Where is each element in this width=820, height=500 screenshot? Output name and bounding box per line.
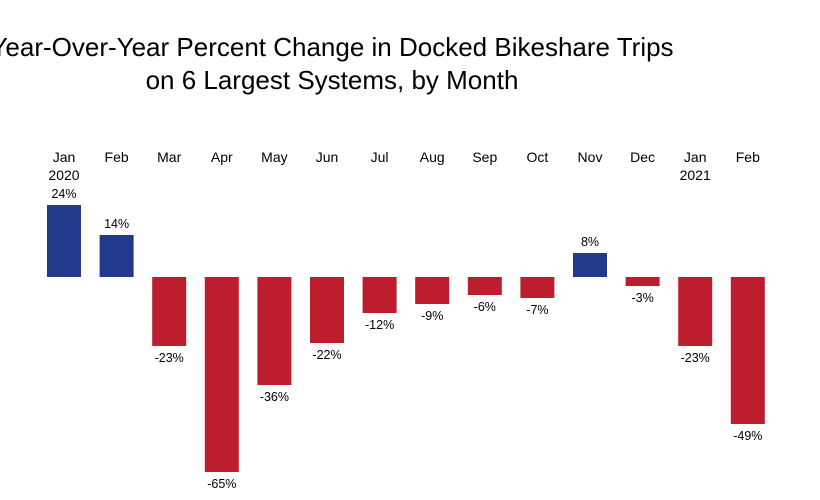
value-label: -23%: [155, 351, 184, 365]
value-label: 24%: [51, 187, 76, 201]
value-label: -23%: [681, 351, 710, 365]
value-label: 8%: [581, 235, 599, 249]
category-label: Feb: [736, 149, 760, 165]
chart-title: Year-Over-Year Percent Change in Docked …: [0, 32, 674, 95]
value-label: -3%: [631, 291, 653, 305]
value-label: -22%: [312, 348, 341, 362]
category-label: Sep: [472, 149, 497, 165]
category-label: Jan: [684, 149, 707, 165]
bar: [310, 277, 344, 343]
bar: [47, 205, 81, 277]
category-label: 2020: [48, 167, 79, 183]
value-labels: 24% 14% -23% -65% -36% -22% -12% -9% -6% -7% 8% -3%…: [51, 187, 762, 491]
category-label: May: [261, 149, 287, 165]
value-label: -9%: [421, 309, 443, 323]
category-label: 2021: [680, 167, 711, 183]
value-label: -65%: [207, 477, 236, 491]
bar: [573, 253, 607, 277]
value-label: -49%: [733, 429, 762, 443]
category-label: Feb: [105, 149, 129, 165]
bar: [520, 277, 555, 298]
chart-title-line-1: Year-Over-Year Percent Change in Docked …: [0, 32, 674, 62]
value-label: 14%: [104, 217, 129, 231]
bar: [362, 277, 397, 313]
value-label: -12%: [365, 318, 394, 332]
category-label: Apr: [211, 149, 233, 165]
category-label: Mar: [157, 149, 181, 165]
category-label: Dec: [630, 149, 655, 165]
category-labels: Jan 2020 Feb Mar Apr May Jun Jul Aug Sep Oct Nov Dec…: [48, 149, 760, 183]
value-label: -7%: [526, 303, 548, 317]
bar: [415, 277, 450, 304]
bar: [204, 277, 239, 472]
category-label: Oct: [527, 149, 549, 165]
bar: [678, 277, 713, 346]
bar: [730, 277, 765, 424]
chart-title-line-2: on 6 Largest Systems, by Month: [146, 65, 519, 95]
category-label: Jul: [371, 149, 389, 165]
bar: [467, 277, 502, 295]
value-label: -36%: [260, 390, 289, 404]
category-label: Aug: [420, 149, 445, 165]
category-label: Jun: [316, 149, 339, 165]
bar: [99, 235, 134, 277]
value-label: -6%: [474, 300, 496, 314]
bar: [257, 277, 292, 385]
category-label: Jan: [53, 149, 76, 165]
bar: [625, 277, 660, 286]
bars: [47, 205, 765, 472]
bar: [152, 277, 187, 346]
category-label: Nov: [578, 149, 603, 165]
